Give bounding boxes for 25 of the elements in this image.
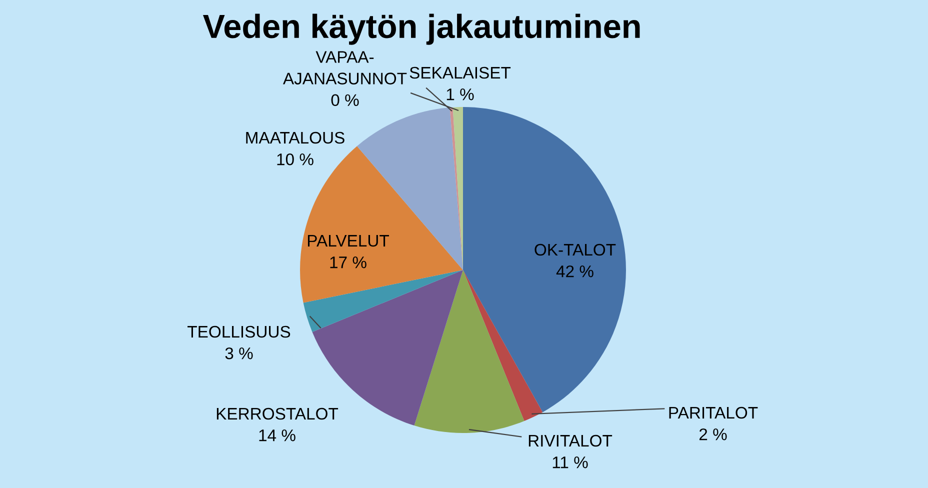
data-label: 11 % — [552, 456, 588, 468]
slice-label: PALVELUT — [308, 235, 389, 247]
slice-label: RIVITALOT — [528, 434, 612, 447]
slice-label: MAATALOUS — [246, 132, 344, 144]
slice-label: VAPAA- AJANASUNNOT — [282, 51, 407, 84]
data-label: 3 % — [225, 347, 253, 360]
slice-label: KERROSTALOT — [216, 408, 338, 420]
slice-label: SEKALAISET — [410, 66, 511, 79]
chart-title: Veden käytön jakautuminen — [202, 14, 640, 45]
pie-slice — [450, 107, 463, 270]
pie-slice — [414, 270, 524, 433]
data-label: 1 % — [446, 88, 474, 100]
data-label: 0 % — [331, 94, 359, 106]
slice-label: PARITALOT — [669, 406, 758, 419]
pie-slice — [300, 146, 463, 303]
pie-slice — [463, 270, 543, 422]
slice-label: TEOLLISUUS — [188, 326, 290, 338]
data-label: 14 % — [259, 430, 296, 442]
slice-label: OK-TALOT — [534, 244, 616, 256]
pie-slice — [463, 107, 626, 412]
data-label: 42 % — [556, 265, 594, 278]
data-label: 2 % — [699, 428, 727, 440]
data-label: 10 % — [277, 153, 314, 166]
data-label: 17 % — [330, 256, 366, 268]
pie-slice — [303, 270, 463, 332]
